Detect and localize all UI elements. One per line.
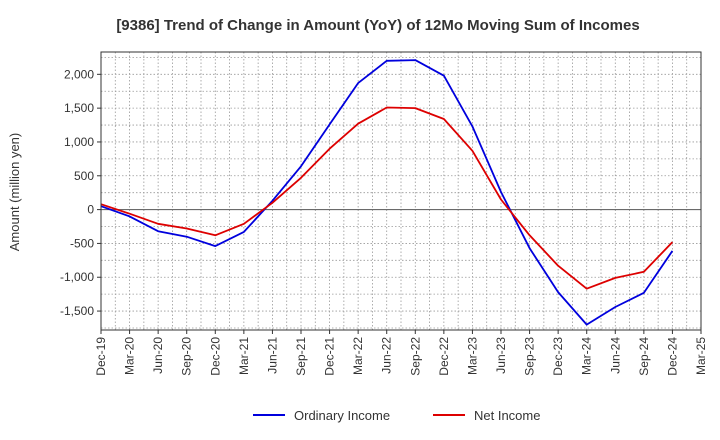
x-tick-label: Mar-20 (123, 337, 137, 375)
x-tick-label: Jun-21 (265, 337, 279, 374)
plot-frame (100, 51, 702, 331)
x-tick-label: Mar-23 (465, 337, 479, 375)
x-tick-label: Sep-20 (180, 337, 194, 376)
legend: Ordinary Income Net Income (253, 408, 540, 423)
y-tick-label: 500 (74, 169, 94, 183)
x-tick-label: Mar-24 (580, 337, 594, 375)
legend-label-net-income: Net Income (474, 408, 540, 423)
x-tick-label: Sep-22 (408, 337, 422, 376)
y-tick-label: 0 (87, 203, 94, 217)
series-layer (100, 59, 674, 326)
y-tick-label: -1,000 (60, 270, 94, 284)
x-axis-ticks: Dec-19 Mar-20 Jun-20 Sep-20 Dec-20 Mar-21 Jun-… (94, 330, 708, 376)
y-tick-label: -500 (70, 236, 94, 250)
grid-layer (101, 52, 701, 330)
y-tick-label: 1,500 (64, 101, 94, 115)
x-tick-label: Jun-20 (151, 337, 165, 374)
x-tick-label: Mar-21 (237, 337, 251, 375)
y-axis-label: Amount (million yen) (7, 133, 22, 252)
y-tick-label: 2,000 (64, 67, 94, 81)
series-line-net-income (100, 106, 674, 290)
x-tick-label: Dec-19 (94, 337, 108, 376)
chart-title: [9386] Trend of Change in Amount (YoY) o… (116, 17, 639, 34)
x-tick-label: Mar-25 (694, 337, 708, 375)
x-tick-label: Jun-23 (494, 337, 508, 374)
x-tick-label: Sep-23 (523, 337, 537, 376)
plot-area (101, 52, 701, 330)
x-tick-label: Jun-24 (608, 337, 622, 374)
x-tick-label: Dec-23 (551, 337, 565, 376)
y-axis-ticks: -1,500 -1,000 -500 0 500 1,000 1,500 2,000 (60, 67, 101, 318)
y-tick-label: -1,500 (60, 304, 94, 318)
y-tick-label: 1,000 (64, 135, 94, 149)
x-tick-label: Mar-22 (351, 337, 365, 375)
x-tick-label: Dec-22 (437, 337, 451, 376)
x-tick-label: Dec-20 (208, 337, 222, 376)
series-line-ordinary-income (100, 59, 674, 326)
x-tick-label: Dec-21 (323, 337, 337, 376)
x-tick-label: Jun-22 (380, 337, 394, 374)
x-tick-label: Dec-24 (665, 337, 679, 376)
x-tick-label: Sep-21 (294, 337, 308, 376)
legend-label-ordinary-income: Ordinary Income (294, 408, 390, 423)
x-tick-label: Sep-24 (637, 337, 651, 376)
